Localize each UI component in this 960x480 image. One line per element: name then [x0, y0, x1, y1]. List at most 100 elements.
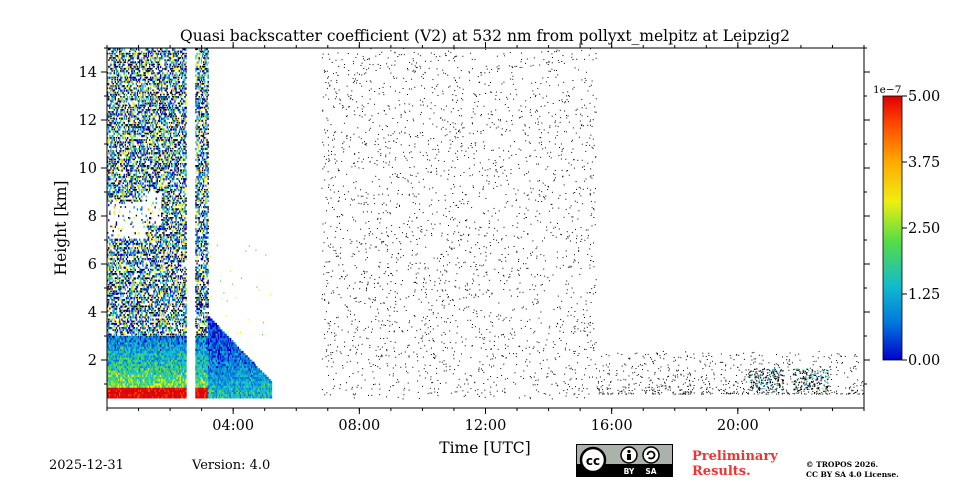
heatmap-cell: [119, 186, 121, 189]
heatmap-cell: [111, 165, 113, 168]
heatmap-cell: [131, 357, 133, 360]
heatmap-cell: [119, 48, 121, 51]
heatmap-cell: [142, 325, 144, 328]
heatmap-cell: [123, 57, 125, 60]
heatmap-cell: [129, 283, 131, 287]
heatmap-cell: [144, 383, 146, 386]
heatmap-cell: [135, 333, 138, 336]
heatmap-cell: [154, 251, 156, 254]
heatmap-cell: [140, 387, 142, 390]
heatmap-cell: [140, 396, 142, 399]
heatmap-cell: [122, 363, 124, 367]
heatmap-cell: [142, 268, 144, 272]
heatmap-cell: [126, 372, 129, 375]
heatmap-cell: [110, 327, 112, 329]
heatmap-cell: [108, 335, 110, 339]
heatmap-cell: [151, 314, 153, 317]
heatmap-cell: [114, 253, 116, 256]
heatmap-cell: [133, 359, 135, 362]
heatmap-cell: [110, 195, 112, 198]
heatmap-cell: [136, 67, 139, 70]
heatmap-cell: [155, 119, 157, 123]
heatmap-cell: [133, 266, 135, 269]
heatmap-cell: [142, 100, 144, 102]
heatmap-cell: [108, 111, 110, 113]
heatmap-cell: [108, 273, 110, 276]
heatmap-cell: [155, 266, 157, 269]
heatmap-cell: [155, 134, 157, 138]
heatmap-cell: [149, 260, 151, 263]
heatmap-cell: [151, 55, 153, 57]
heatmap-cell: [109, 91, 111, 94]
heatmap-cell: [124, 370, 126, 373]
heatmap-cell: [119, 277, 121, 279]
heatmap-cell: [123, 353, 125, 356]
heatmap-cell: [145, 115, 147, 117]
heatmap-cell: [131, 288, 133, 291]
heatmap-cell: [120, 279, 122, 282]
heatmap-cell: [147, 165, 150, 167]
heatmap-cell: [130, 331, 132, 334]
heatmap-cell: [149, 350, 151, 354]
heatmap-cell: [116, 126, 119, 129]
heatmap-cell: [153, 76, 155, 79]
heatmap-cell: [115, 320, 118, 323]
heatmap-cell: [140, 126, 142, 128]
heatmap-cell: [144, 389, 146, 393]
heatmap-cell: [115, 111, 118, 114]
heatmap-cell: [146, 188, 149, 191]
heatmap-cell: [151, 186, 153, 189]
heatmap-cell: [112, 305, 114, 308]
heatmap-cell: [120, 340, 122, 343]
heatmap-cell: [123, 337, 125, 341]
heatmap-cell: [125, 394, 128, 397]
heatmap-cell: [107, 329, 109, 331]
heatmap-cell: [153, 264, 155, 267]
heatmap-cell: [131, 48, 133, 51]
heatmap-cell: [153, 132, 155, 135]
heatmap-cell: [107, 309, 109, 313]
heatmap-cell: [126, 346, 129, 349]
heatmap-cell: [136, 337, 139, 341]
heatmap-cell: [142, 169, 144, 171]
heatmap-cell: [147, 109, 150, 112]
heatmap-cell: [152, 80, 154, 84]
heatmap-cell: [123, 366, 125, 369]
heatmap-cell: [118, 197, 120, 200]
heatmap-cell: [146, 273, 149, 275]
heatmap-cell: [141, 111, 143, 114]
heatmap-cell: [142, 188, 144, 192]
heatmap-cell: [109, 158, 111, 161]
heatmap-cell: [112, 234, 114, 237]
heatmap-cell: [110, 55, 112, 57]
heatmap-cell: [134, 156, 136, 159]
heatmap-cell: [110, 137, 112, 139]
heatmap-cell: [111, 366, 113, 369]
heatmap-cell: [133, 340, 135, 343]
heatmap-cell: [144, 126, 146, 129]
heatmap-cell: [120, 52, 122, 56]
heatmap-cell: [131, 325, 133, 328]
heatmap-cell: [110, 163, 112, 166]
heatmap-cell: [155, 61, 157, 63]
heatmap-cell: [144, 121, 146, 125]
heatmap-cell: [132, 109, 134, 111]
heatmap-cell: [146, 359, 148, 362]
heatmap-cell: [131, 379, 133, 382]
heatmap-cell: [130, 262, 132, 264]
heatmap-cell: [144, 150, 146, 153]
heatmap-cell: [110, 296, 112, 300]
heatmap-cell: [135, 361, 137, 364]
heatmap-cell: [154, 152, 156, 154]
heatmap-cell: [108, 182, 110, 185]
heatmap-cell: [134, 199, 136, 202]
heatmap-cell: [119, 353, 121, 356]
heatmap-cell: [150, 350, 152, 354]
heatmap-cell: [120, 109, 122, 112]
heatmap-cell: [130, 57, 132, 60]
heatmap-cell: [156, 141, 158, 144]
heatmap-cell: [135, 199, 137, 202]
heatmap-cell: [144, 296, 146, 299]
heatmap-cell: [155, 346, 157, 349]
heatmap-cell: [130, 80, 132, 84]
